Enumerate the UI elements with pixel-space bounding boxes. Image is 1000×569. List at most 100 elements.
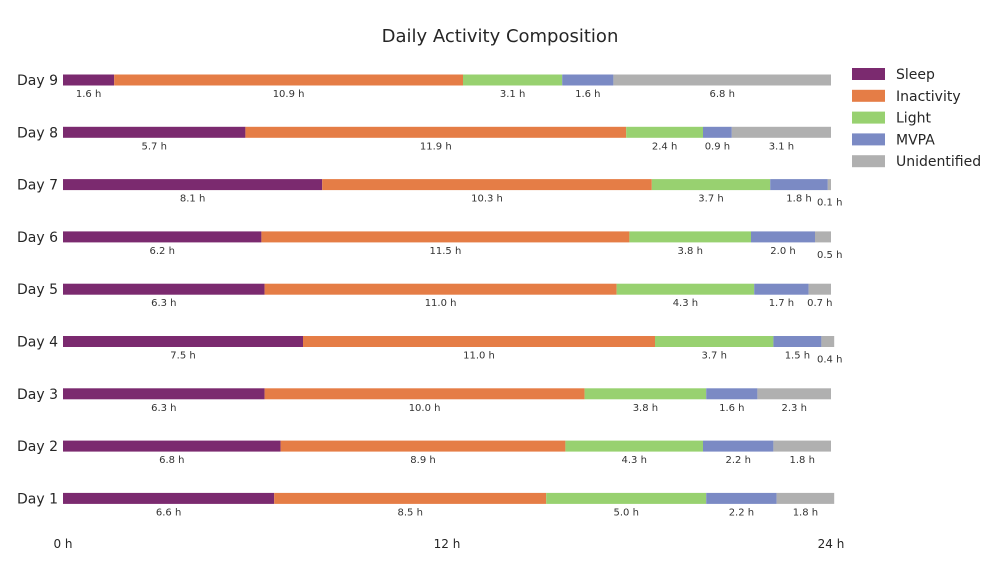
bar-mvpa-day-9 [562,74,614,86]
x-tick-0-h: 0 h [53,537,72,551]
legend-label-mvpa: MVPA [896,132,935,148]
bar-mvpa-day-8 [703,126,732,138]
bar-sleep-day-9 [63,74,115,86]
bar-unidentified-day-2 [773,440,831,452]
data-label-light-day-1: 5.0 h [613,507,638,518]
bar-unidentified-day-1 [776,492,835,504]
category-label-day-7: Day 7 [17,178,58,194]
data-label-sleep-day-9: 1.6 h [76,89,101,100]
data-label-sleep-day-1: 6.6 h [156,507,181,518]
bar-light-day-5 [616,283,755,295]
data-label-inactivity-day-6: 11.5 h [430,246,462,257]
legend-swatch-mvpa [852,133,885,146]
bar-mvpa-day-7 [770,179,828,191]
legend-swatch-inactivity [852,89,885,102]
data-label-unidentified-day-6: 0.5 h [817,250,842,261]
bar-mvpa-day-2 [703,440,774,452]
bar-unidentified-day-8 [731,126,831,138]
category-label-day-3: Day 3 [17,387,58,403]
data-label-unidentified-day-8: 3.1 h [769,141,794,152]
bar-sleep-day-7 [63,179,323,191]
data-label-sleep-day-7: 8.1 h [180,194,205,205]
data-label-light-day-8: 2.4 h [652,141,677,152]
legend-label-inactivity: Inactivity [896,89,961,105]
data-label-inactivity-day-5: 11.0 h [425,298,457,309]
bar-inactivity-day-6 [261,231,630,243]
data-label-sleep-day-2: 6.8 h [159,455,184,466]
bar-light-day-1 [546,492,707,504]
data-label-mvpa-day-1: 2.2 h [729,507,754,518]
data-label-unidentified-day-2: 1.8 h [789,455,814,466]
data-label-unidentified-day-7: 0.1 h [817,198,842,209]
bar-inactivity-day-7 [322,179,652,191]
category-label-day-6: Day 6 [17,230,58,246]
data-label-sleep-day-8: 5.7 h [141,141,166,152]
data-label-light-day-6: 3.8 h [677,246,702,257]
bar-unidentified-day-4 [821,336,835,347]
bar-unidentified-day-3 [757,388,831,400]
category-label-day-9: Day 9 [17,73,58,89]
bar-unidentified-day-6 [815,231,831,243]
data-label-light-day-5: 4.3 h [673,298,698,309]
bar-inactivity-day-9 [114,74,463,86]
data-label-inactivity-day-7: 10.3 h [471,194,503,205]
bar-mvpa-day-5 [754,283,809,295]
data-label-mvpa-day-9: 1.6 h [575,89,600,100]
bar-inactivity-day-1 [274,492,547,504]
bar-light-day-9 [463,74,563,86]
category-label-day-5: Day 5 [17,282,58,298]
data-label-inactivity-day-8: 11.9 h [420,141,452,152]
x-tick-12-h: 12 h [434,537,461,551]
bar-mvpa-day-6 [751,231,815,243]
data-label-mvpa-day-3: 1.6 h [719,403,744,414]
bar-mvpa-day-3 [706,388,758,400]
data-label-unidentified-day-5: 0.7 h [807,298,832,309]
data-label-unidentified-day-3: 2.3 h [781,403,806,414]
bar-light-day-8 [626,126,703,138]
x-tick-24-h: 24 h [818,537,845,551]
x-axis: 0 h 12 h 24 h [53,537,844,551]
bar-light-day-2 [565,440,703,452]
data-label-inactivity-day-1: 8.5 h [397,507,422,518]
bar-sleep-day-5 [63,283,265,295]
bar-inactivity-day-2 [280,440,566,452]
bar-light-day-6 [629,231,751,243]
category-label-day-2: Day 2 [17,439,58,455]
data-label-sleep-day-3: 6.3 h [151,403,176,414]
data-label-mvpa-day-2: 2.2 h [725,455,750,466]
data-label-light-day-2: 4.3 h [621,455,646,466]
data-label-sleep-day-4: 7.5 h [170,351,195,362]
data-label-mvpa-day-5: 1.7 h [769,298,794,309]
category-label-day-4: Day 4 [17,335,58,351]
data-label-light-day-3: 3.8 h [633,403,658,414]
category-label-day-1: Day 1 [17,491,58,507]
legend-swatch-light [852,111,885,124]
data-label-inactivity-day-9: 10.9 h [273,89,305,100]
bars-group [63,74,835,504]
data-label-inactivity-day-4: 11.0 h [463,351,495,362]
category-label-day-8: Day 8 [17,125,58,141]
data-label-sleep-day-5: 6.3 h [151,298,176,309]
category-labels: Day 9 Day 8 Day 7 Day 6 Day 5 Day 4 Day 3 Day 2… [17,73,58,507]
bar-unidentified-day-5 [808,283,831,295]
bar-unidentified-day-7 [827,179,831,191]
bar-light-day-4 [655,336,774,347]
bar-sleep-day-8 [63,126,246,138]
bar-mvpa-day-4 [773,336,822,347]
legend-swatch-sleep [852,68,885,80]
legend-swatch-unidentified [852,155,885,168]
bar-inactivity-day-5 [264,283,617,295]
bar-sleep-day-4 [63,336,303,347]
segment-labels: 1.6 h 10.9 h 3.1 h 1.6 h 6.8 h 5.7 h 11.9 h 2.4… [76,89,843,518]
bar-light-day-3 [584,388,707,400]
legend-label-unidentified: Unidentified [896,154,981,170]
data-label-light-day-4: 3.7 h [701,351,726,362]
legend: Sleep Inactivity Light MVPA Unidentified [852,67,981,170]
bar-sleep-day-2 [63,440,281,452]
bar-inactivity-day-4 [303,336,655,347]
data-label-unidentified-day-1: 1.8 h [793,507,818,518]
bar-unidentified-day-9 [613,74,831,86]
bar-light-day-7 [651,179,771,191]
bar-sleep-day-1 [63,492,275,504]
bar-inactivity-day-8 [245,126,627,138]
